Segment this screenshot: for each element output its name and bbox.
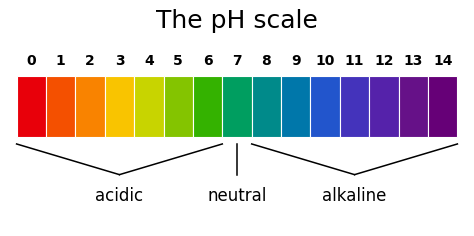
Text: 11: 11 [345,54,365,68]
Text: 2: 2 [85,54,95,68]
Bar [369,76,399,137]
Bar [310,76,340,137]
Text: The pH scale: The pH scale [156,9,318,33]
Bar [164,76,193,137]
Bar [222,76,252,137]
Text: 6: 6 [203,54,212,68]
Text: 1: 1 [56,54,65,68]
Text: neutral: neutral [207,187,267,205]
Bar [17,76,46,137]
Text: 10: 10 [316,54,335,68]
Bar [428,76,457,137]
Bar [105,76,134,137]
Bar [75,76,105,137]
Text: 13: 13 [404,54,423,68]
Text: 9: 9 [291,54,301,68]
Bar [134,76,164,137]
Bar [193,76,222,137]
Text: 8: 8 [262,54,271,68]
Text: 5: 5 [173,54,183,68]
Bar [399,76,428,137]
Bar [252,76,281,137]
Text: 7: 7 [232,54,242,68]
Bar [46,76,75,137]
Text: 12: 12 [374,54,394,68]
Bar [281,76,310,137]
Text: 0: 0 [27,54,36,68]
Text: 4: 4 [144,54,154,68]
Text: 14: 14 [433,54,453,68]
Text: 3: 3 [115,54,124,68]
Bar [340,76,369,137]
Text: acidic: acidic [95,187,144,205]
Text: alkaline: alkaline [322,187,387,205]
